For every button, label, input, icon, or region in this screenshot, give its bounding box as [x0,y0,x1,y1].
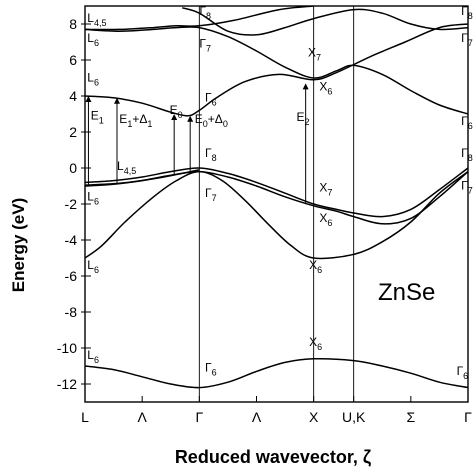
plot-frame [84,5,469,403]
point-label: X7 [319,180,332,197]
point-label: L6 [87,348,99,365]
y-tick-label: 8 [69,16,77,32]
band-7 [85,169,200,186]
point-label: Γ7 [461,31,473,48]
band-2 [85,170,468,225]
band-5 [85,26,468,115]
transition-arrows [85,83,309,204]
point-labels: L4,5 L6 L6 E1 E1+Δ1 E0 E0+Δ0 L4,5 L6 L6 L6 Γ8 Γ7 Γ6 Γ8… [87,4,472,381]
x-tick-label: L [81,409,89,425]
x-tick-label: Γ [195,409,203,425]
point-label: Γ8 [461,146,473,163]
y-tick-label: -8 [65,304,78,320]
point-label: X6 [309,258,322,275]
point-label: L6 [87,189,99,206]
point-label: X6 [319,211,332,228]
y-tick-label: 0 [69,160,77,176]
y-tick-label: -12 [57,376,77,392]
x-tick-label: Σ [407,409,416,425]
material-label: ZnSe [378,279,435,306]
band-4 [85,23,468,117]
point-label: Γ6 [457,364,469,381]
axes [84,5,469,403]
point-label: X7 [308,45,321,62]
point-label: E1+Δ1 [119,112,152,129]
band-curves [85,6,468,389]
x-tick-label: Λ [252,409,262,425]
point-label: E0+Δ0 [195,112,228,129]
x-tick-label: X [309,409,319,425]
transition-arrowhead [187,115,194,122]
point-label: L6 [87,258,99,275]
point-label: L4,5 [117,159,136,176]
point-label: Γ7 [205,186,217,203]
symmetry-lines [198,6,355,402]
y-tick-label: -10 [57,340,77,356]
band-1 [85,170,468,260]
point-label: Γ7 [199,36,211,53]
y-ticks: -12 -10 -8 -6 -4 -2 0 2 4 6 8 [57,16,91,392]
point-label: Γ8 [199,4,211,21]
x-axis-label: Reduced wavevector, ζ [175,447,371,468]
band-0 [85,357,468,389]
transition-arrowhead [85,96,92,102]
point-label: E1 [91,108,104,125]
point-label: X6 [309,335,322,352]
point-label: E2 [297,110,310,127]
point-label: E0 [170,103,183,120]
point-label: Γ7 [461,179,473,196]
point-label: Γ6 [461,114,473,131]
point-label: L6 [87,71,99,88]
x-tick-label: Λ [137,409,147,425]
y-axis-label: Energy (eV) [9,198,28,292]
band-3 [85,167,468,218]
point-label: L4,5 [87,11,106,28]
point-label: Γ8 [205,146,217,163]
band-6 [85,6,314,31]
transition-arrowhead [114,97,121,104]
transition-arrowhead [171,114,178,120]
y-tick-label: 4 [69,88,77,104]
transition-arrowhead [302,83,309,90]
y-tick-label: 6 [69,52,77,68]
band-8 [181,7,468,36]
x-tick-label: Γ [464,409,472,425]
y-tick-label: -4 [65,232,78,248]
point-label: L6 [87,31,99,48]
point-label: Γ6 [205,360,217,377]
y-tick-label: 2 [69,124,77,140]
point-label: Γ8 [461,4,473,21]
x-ticks: L Λ Γ Λ X U,K Σ Γ [81,396,472,425]
point-label: X6 [319,80,332,97]
y-tick-label: -2 [65,196,78,212]
x-tick-label: U,K [342,409,366,425]
y-tick-label: -6 [65,268,78,284]
point-label: Γ6 [205,90,217,107]
